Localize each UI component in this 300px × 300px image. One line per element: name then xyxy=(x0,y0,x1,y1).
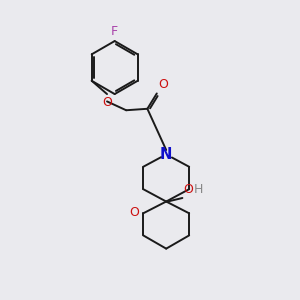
Text: H: H xyxy=(194,183,203,196)
Text: O: O xyxy=(129,206,139,219)
Text: N: N xyxy=(160,147,172,162)
Text: O: O xyxy=(184,183,194,196)
Text: O: O xyxy=(158,78,168,92)
Text: F: F xyxy=(111,25,118,38)
Text: O: O xyxy=(102,95,112,109)
